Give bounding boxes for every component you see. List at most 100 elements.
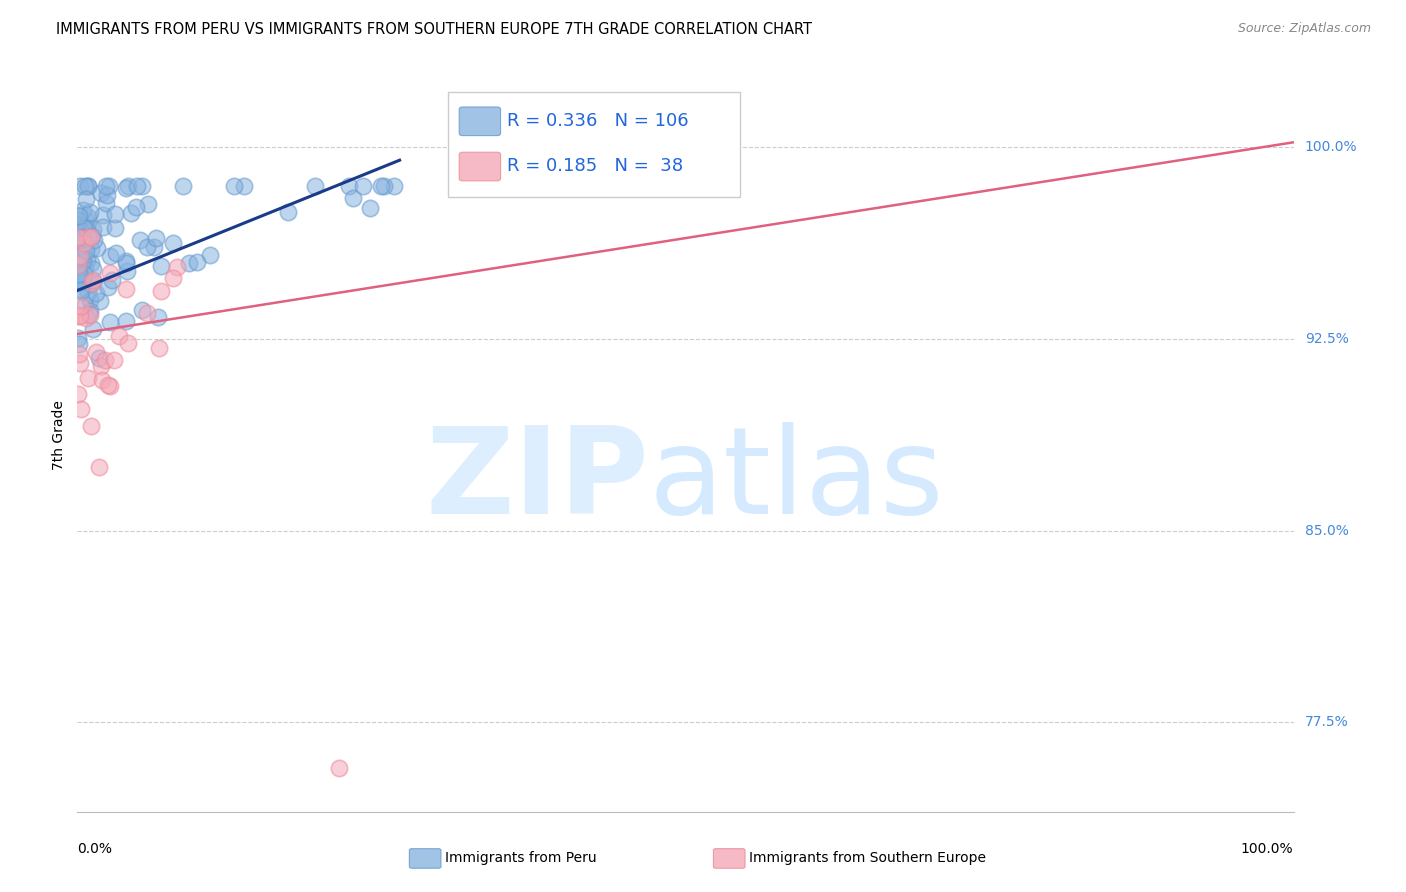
Point	[70, 284, 93, 298]
Point	[117, 335, 139, 350]
Point	[75, 213, 97, 227]
Point	[97, 378, 120, 392]
Point	[125, 178, 148, 193]
Point	[70, 230, 93, 244]
Point	[117, 178, 139, 193]
Text: 0.0%: 0.0%	[77, 842, 112, 856]
Point	[143, 240, 166, 254]
Point	[97, 279, 120, 293]
Point	[98, 315, 121, 329]
Point	[96, 188, 118, 202]
Text: R = 0.185   N =  38: R = 0.185 N = 38	[506, 157, 683, 175]
Point	[76, 253, 98, 268]
Text: 100.0%: 100.0%	[1241, 842, 1294, 856]
Point	[73, 243, 96, 257]
Point	[90, 373, 112, 387]
Point	[162, 236, 184, 251]
Point	[136, 240, 159, 254]
Point	[79, 309, 101, 323]
Text: 85.0%: 85.0%	[1305, 524, 1348, 538]
Point	[94, 178, 117, 193]
Point	[80, 418, 103, 433]
Point	[120, 205, 142, 219]
Point	[79, 293, 101, 308]
Text: 92.5%: 92.5%	[1305, 332, 1348, 346]
Point	[103, 353, 125, 368]
Point	[70, 230, 93, 244]
Point	[67, 275, 90, 289]
Point	[76, 178, 98, 193]
Point	[90, 186, 112, 200]
Point	[82, 273, 104, 287]
Point	[69, 282, 91, 296]
Point	[382, 178, 405, 193]
Point	[98, 249, 121, 263]
Text: 77.5%: 77.5%	[1305, 715, 1348, 730]
Point	[80, 276, 103, 290]
Point	[72, 275, 94, 289]
Point	[115, 180, 138, 194]
Point	[198, 248, 221, 262]
Point	[79, 304, 101, 318]
Point	[67, 209, 90, 223]
Point	[67, 234, 90, 248]
FancyBboxPatch shape	[409, 848, 441, 868]
Point	[79, 277, 101, 291]
Point	[304, 178, 326, 193]
Point	[86, 241, 108, 255]
Point	[69, 309, 91, 323]
Point	[177, 255, 200, 269]
Point	[114, 256, 136, 270]
Point	[86, 345, 108, 359]
Point	[66, 212, 89, 227]
Point	[359, 201, 381, 215]
Point	[73, 261, 96, 276]
Point	[136, 306, 159, 320]
Point	[90, 359, 112, 373]
Point	[373, 178, 395, 193]
Text: R = 0.336   N = 106: R = 0.336 N = 106	[506, 112, 689, 129]
Point	[87, 459, 110, 474]
Point	[80, 230, 103, 244]
Point	[370, 178, 392, 193]
Point	[66, 387, 89, 401]
Point	[222, 178, 245, 193]
Point	[72, 272, 94, 286]
Point	[353, 178, 375, 193]
Point	[82, 274, 104, 288]
Point	[82, 321, 104, 335]
Point	[66, 254, 89, 268]
Point	[76, 285, 98, 300]
Point	[82, 222, 104, 236]
Point	[76, 192, 98, 206]
Point	[150, 284, 173, 298]
Point	[75, 221, 97, 235]
Point	[145, 231, 167, 245]
Point	[82, 261, 104, 276]
Point	[84, 286, 107, 301]
Point	[75, 311, 97, 326]
Point	[72, 202, 94, 217]
Point	[104, 221, 127, 235]
Point	[80, 229, 103, 244]
Point	[342, 191, 364, 205]
Point	[128, 233, 150, 247]
FancyBboxPatch shape	[460, 153, 501, 181]
Point	[114, 314, 136, 328]
Text: Source: ZipAtlas.com: Source: ZipAtlas.com	[1237, 22, 1371, 36]
Point	[67, 208, 90, 222]
Point	[149, 259, 172, 273]
Point	[67, 309, 90, 323]
Point	[125, 200, 148, 214]
Point	[162, 271, 184, 285]
Text: IMMIGRANTS FROM PERU VS IMMIGRANTS FROM SOUTHERN EUROPE 7TH GRADE CORRELATION CH: IMMIGRANTS FROM PERU VS IMMIGRANTS FROM …	[56, 22, 813, 37]
Point	[77, 230, 100, 244]
Point	[67, 219, 90, 233]
Point	[131, 303, 153, 318]
Point	[75, 298, 97, 312]
Point	[186, 255, 208, 269]
Point	[69, 249, 91, 263]
Point	[148, 310, 170, 324]
Point	[66, 258, 89, 272]
Point	[75, 244, 97, 258]
